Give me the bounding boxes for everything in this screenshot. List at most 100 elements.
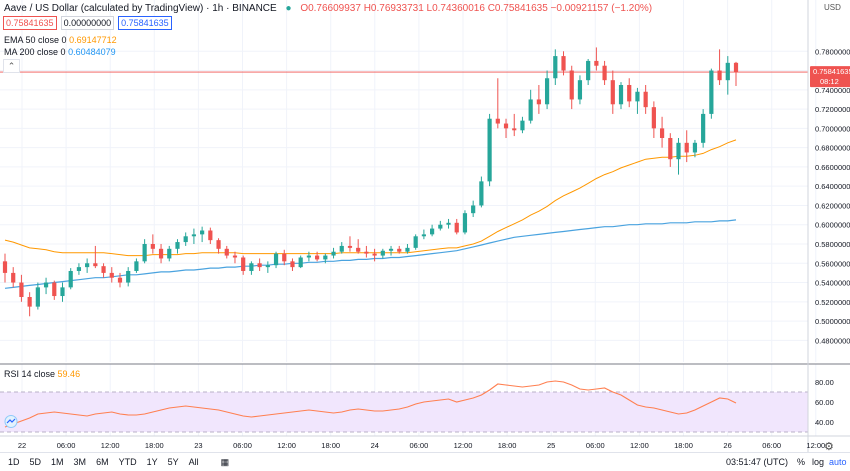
candle [676,138,681,175]
time-tick-label: 06:00 [57,441,76,450]
ema-legend[interactable]: EMA 50 close 0 0.69147712 [4,35,117,45]
countdown-text: 08:12 [820,77,839,86]
utc-clock[interactable]: 03:51:47 (UTC) [726,457,789,467]
candle [372,248,377,262]
candle-body [306,255,311,258]
candle [479,176,484,208]
candle [52,280,57,300]
candle [364,245,369,258]
zero-box[interactable]: 0.00000000 [60,16,115,30]
symbol-title[interactable]: Aave / US Dollar (calculated by TradingV… [4,3,277,14]
candle-body [101,266,106,273]
timeframe-buttons: 1D 5D 1M 3M 6M YTD 1Y 5Y All [8,457,199,467]
candle [216,238,221,254]
time-tick-label: 18:00 [321,441,340,450]
candle [692,139,698,158]
candle [126,267,131,287]
tf-all[interactable]: All [188,457,199,467]
candle-body [528,99,533,121]
candle-body [2,261,8,273]
candle [717,49,722,85]
candle-body [158,248,164,259]
candle [282,249,287,266]
time-tick-label: 06:00 [233,441,252,450]
candle-body [725,62,730,81]
candle-body [701,113,706,143]
candle-body [659,128,665,138]
candle [273,251,279,269]
auto-toggle[interactable]: auto [829,457,847,467]
tf-1y[interactable]: 1Y [146,457,158,467]
time-tick-label: 22 [18,441,26,450]
grid-lines [0,0,817,436]
candle-body [594,60,599,66]
candle [19,274,24,302]
candle-body [167,248,172,259]
candle [446,218,451,229]
tf-5d[interactable]: 5D [29,457,42,467]
candle-body [183,236,188,243]
rsi-line [4,380,737,428]
candle [709,68,714,119]
tf-3m[interactable]: 3M [73,457,87,467]
time-tick-label: 23 [194,441,202,450]
candle-body [265,265,270,268]
percent-toggle[interactable]: % [797,457,806,467]
collapse-legend-icon[interactable]: ⌃ [3,59,20,73]
candle-body [610,80,615,105]
candle-body [586,60,591,81]
tf-6m[interactable]: 6M [96,457,109,467]
candle-body [282,253,287,262]
candle-body [200,230,205,235]
candle-body [692,142,698,153]
time-tick-label: 24 [371,441,379,450]
candle [610,70,615,114]
tf-1m[interactable]: 1M [51,457,64,467]
time-tick-label: 18:00 [145,441,164,450]
rsi-legend[interactable]: RSI 14 close 59.46 [4,369,80,379]
price-box-2[interactable]: 0.75841635 [118,16,172,30]
tf-ytd[interactable]: YTD [118,457,137,467]
candle [684,130,689,163]
tradingview-logo-icon[interactable] [3,415,19,428]
candle [544,70,550,110]
candle-body [438,224,443,229]
candle [175,239,180,254]
candle [27,292,32,317]
candle-body [430,228,435,235]
candle-body [273,253,279,266]
ema-value: 0.69147712 [69,35,117,45]
price-box[interactable]: 0.75841635 [3,16,57,30]
candle-body [117,277,123,283]
candle [298,255,303,269]
candle [60,282,65,302]
settings-gear-icon[interactable]: ⚙ [824,441,834,453]
calendar-icon[interactable]: ▦ [220,456,230,467]
candle-body [298,257,303,268]
tf-5y[interactable]: 5Y [167,457,179,467]
candle-body [503,123,509,129]
current-price-text: 0.75841635 [813,67,850,76]
candle [635,87,640,114]
time-tick-label: 12:00 [806,441,825,450]
candle-body [684,142,689,153]
time-tick-label: 12:00 [454,441,473,450]
candles[interactable] [2,47,739,317]
candle-body [60,287,65,297]
candle [536,85,541,114]
candle-body [635,91,640,102]
log-toggle[interactable]: log [812,457,825,467]
time-tick-label: 12:00 [277,441,296,450]
candle-body [35,287,40,307]
ma-legend[interactable]: MA 200 close 0 0.60484079 [4,47,116,57]
candle [586,58,591,85]
candle [618,82,624,110]
candle-body [471,205,476,214]
tf-1d[interactable]: 1D [8,457,20,467]
candle-body [126,270,131,283]
candle [725,56,730,95]
